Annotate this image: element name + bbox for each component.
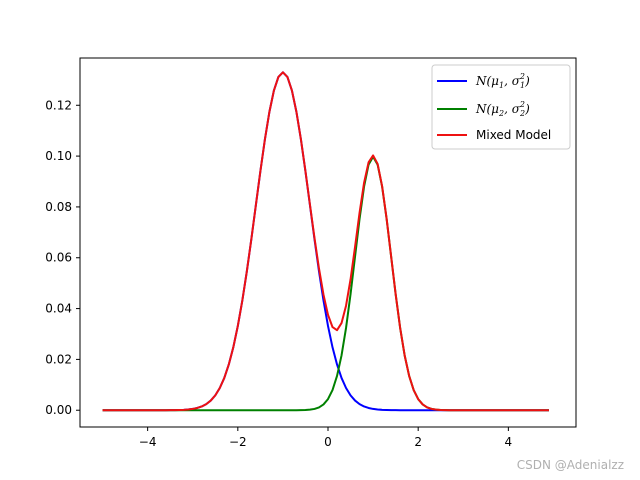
- y-axis: 0.00 0.02 0.04 0.06 0.08 0.10 0.12: [45, 98, 80, 417]
- x-axis: −4 −2 0 2 4: [139, 427, 512, 449]
- x-tick-label: 4: [505, 435, 513, 449]
- y-tick-label: 0.06: [45, 251, 72, 265]
- legend-label-series-2-sub: 2: [498, 109, 504, 118]
- y-tick-label: 0.08: [45, 200, 72, 214]
- legend: N(μ1, σ2 1) N(μ2, σ2 2) Mixed Model: [431, 64, 571, 150]
- series-line-3: [102, 71, 549, 412]
- y-tick-label: 0.12: [45, 98, 72, 112]
- legend-label-series-1-sub2: 1: [520, 81, 525, 90]
- y-tick-label: 0.00: [45, 403, 72, 417]
- y-tick-label: 0.02: [45, 352, 72, 366]
- legend-label-series-2-main: N(μ: [475, 102, 499, 116]
- legend-label-series-1-sup: 2: [519, 72, 525, 81]
- watermark: CSDN @Adenialzz: [516, 458, 624, 472]
- legend-label-series-1-mid: , σ: [504, 74, 521, 88]
- legend-label-series-2-sub2: 2: [519, 109, 525, 118]
- legend-box: [431, 64, 571, 150]
- legend-label-series-1-sub: 1: [499, 81, 504, 90]
- legend-label-series-2-sup: 2: [519, 100, 525, 109]
- x-tick-label: 2: [414, 435, 422, 449]
- plot-curves: [102, 71, 549, 412]
- legend-label-series-1-main: N(μ: [475, 74, 499, 88]
- legend-label-series-2-end: ): [524, 102, 530, 116]
- legend-label-series-1-end: ): [524, 74, 530, 88]
- x-tick-label: −4: [139, 435, 157, 449]
- x-tick-label: −2: [229, 435, 247, 449]
- legend-label-series-3: Mixed Model: [476, 128, 551, 142]
- y-tick-label: 0.10: [45, 149, 72, 163]
- legend-label-series-2-mid: , σ: [504, 102, 521, 116]
- legend-label-series-2: N(μ2, σ2 2): [475, 100, 530, 118]
- y-tick-label: 0.04: [45, 302, 72, 316]
- x-tick-label: 0: [324, 435, 332, 449]
- legend-label-series-1: N(μ1, σ2 1): [475, 72, 530, 90]
